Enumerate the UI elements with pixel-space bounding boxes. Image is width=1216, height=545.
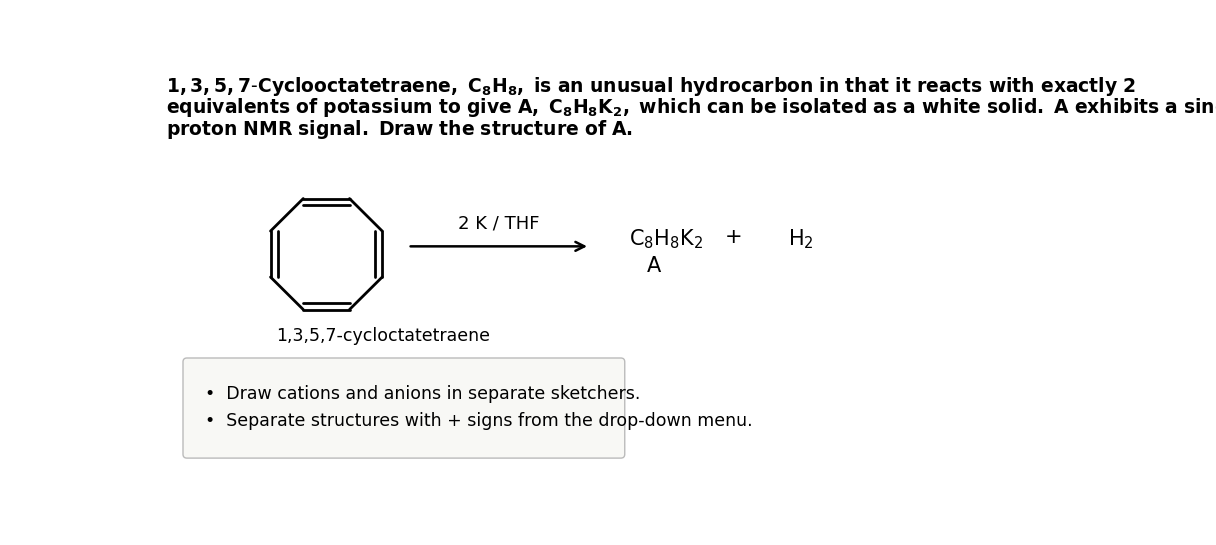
Text: $\mathbf{1,3,5,7\text{-}Cyclooctatetraene,\ C_8H_8,\ is\ an\ unusual\ hydrocarbo: $\mathbf{1,3,5,7\text{-}Cyclooctatetraen… xyxy=(165,75,1136,98)
Text: 1,3,5,7-cycloctatetraene: 1,3,5,7-cycloctatetraene xyxy=(276,327,490,345)
Text: H$_2$: H$_2$ xyxy=(788,227,814,251)
Text: A: A xyxy=(647,256,660,276)
Text: $\mathbf{equivalents\ of\ potassium\ to\ give\ A,\ C_8H_8K_2,\ which\ can\ be\ i: $\mathbf{equivalents\ of\ potassium\ to\… xyxy=(165,96,1216,119)
Text: C$_8$H$_8$K$_2$: C$_8$H$_8$K$_2$ xyxy=(629,227,703,251)
Text: 2 K / THF: 2 K / THF xyxy=(458,215,540,233)
FancyBboxPatch shape xyxy=(182,358,625,458)
Text: •  Draw cations and anions in separate sketchers.: • Draw cations and anions in separate sk… xyxy=(204,385,640,403)
Text: $\mathbf{proton\ NMR\ signal.\ Draw\ the\ structure\ of\ A.}$: $\mathbf{proton\ NMR\ signal.\ Draw\ the… xyxy=(165,118,632,141)
Text: •  Separate structures with + signs from the drop-down menu.: • Separate structures with + signs from … xyxy=(204,412,753,430)
Text: +: + xyxy=(725,227,742,247)
